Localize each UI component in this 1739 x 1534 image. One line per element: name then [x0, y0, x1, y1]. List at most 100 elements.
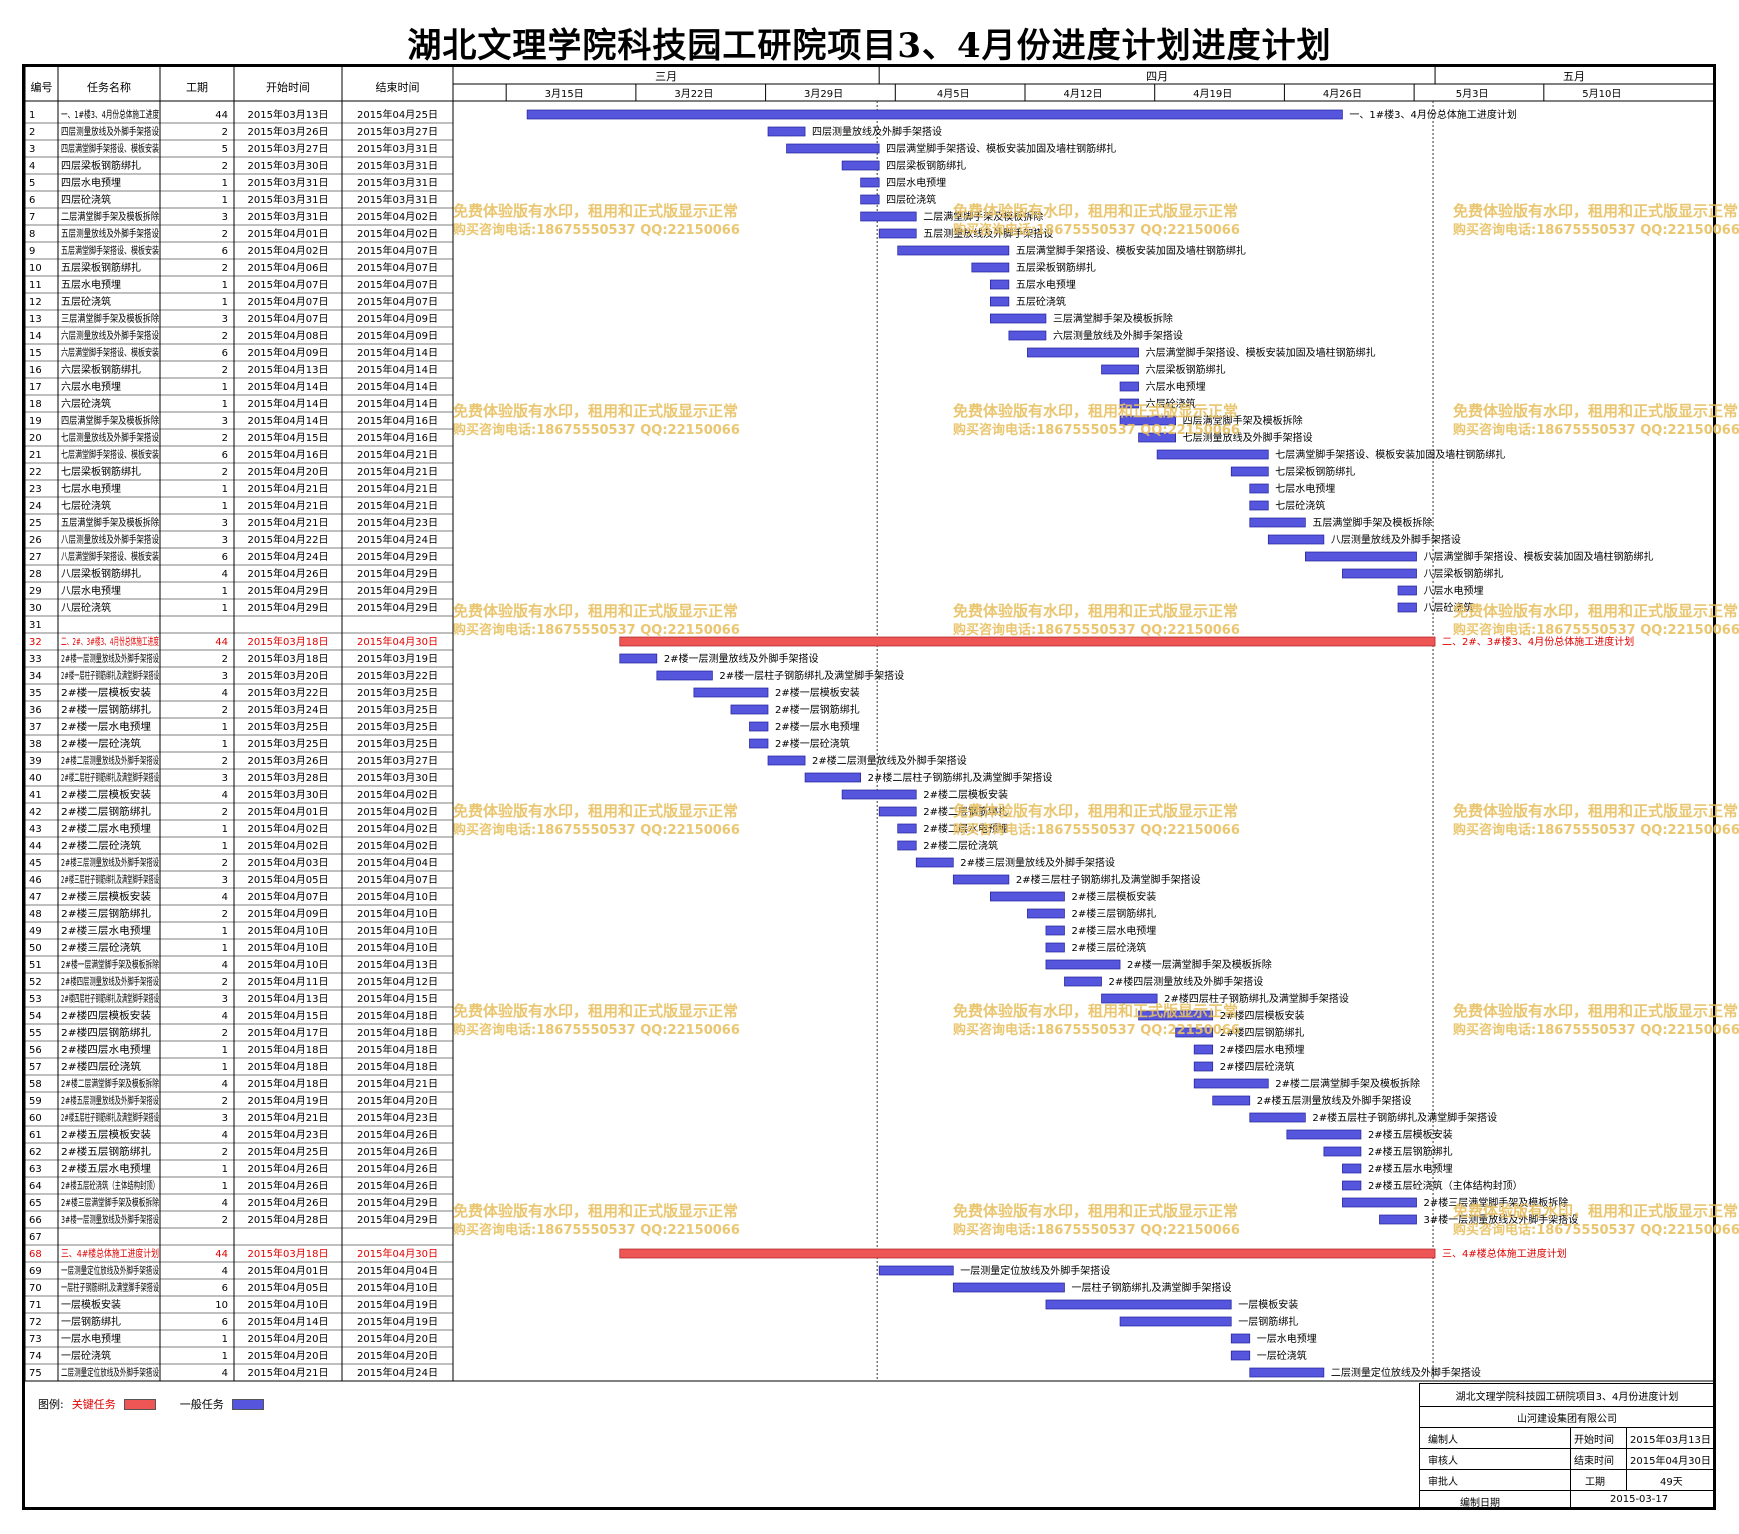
task-bar-label: 四层满堂脚手架搭设、模板安装加固及墙柱钢筋绑扎: [886, 142, 1116, 155]
watermark-line2: 购买咨询电话:18675550537 QQ:22150066: [1453, 222, 1739, 238]
task-start: 2015年04月01日: [248, 805, 329, 818]
month-label: 四月: [1146, 70, 1168, 83]
task-duration: 1: [222, 195, 228, 206]
task-id: 13: [29, 314, 42, 325]
task-bar: [878, 806, 917, 817]
watermark-line2: 购买咨询电话:18675550537 QQ:22150066: [453, 1222, 740, 1238]
week-label: 4月12日: [1063, 88, 1102, 100]
watermark-line1: 免费体验版有水印，租用和正式版显示正常: [953, 402, 1238, 420]
week-label: 3月29日: [804, 88, 843, 100]
task-id: 29: [29, 586, 42, 597]
task-id: 40: [29, 773, 42, 784]
legend-label: 图例:: [38, 1398, 64, 1411]
task-name: 一层测量定位放线及外脚手架搭设: [61, 1264, 159, 1277]
task-duration: 2: [222, 433, 228, 444]
task-name: 2#楼一层满堂脚手架及模板拆除: [61, 958, 159, 971]
task-bar: [1342, 1197, 1417, 1208]
task-start: 2015年04月17日: [248, 1026, 329, 1039]
task-name: 八层满堂脚手架搭设、模板安装: [61, 550, 159, 563]
task-bar: [878, 228, 917, 239]
watermark-line2: 购买咨询电话:18675550537 QQ:22150066: [953, 422, 1240, 438]
task-bar: [1249, 1367, 1325, 1378]
task-bar: [1397, 585, 1417, 596]
task-bar-label: 一层测量定位放线及外脚手架搭设: [960, 1264, 1110, 1277]
task-id: 4: [29, 161, 35, 172]
task-id: 32: [29, 637, 42, 648]
task-name: 八层测量放线及外脚手架搭设: [61, 533, 159, 546]
task-name: 2#楼三层测量放线及外脚手架搭设: [61, 856, 159, 869]
task-start: 2015年04月10日: [248, 941, 329, 954]
watermark-line2: 购买咨询电话:18675550537 QQ:22150066: [453, 422, 740, 438]
duration-value: 49天: [1660, 1477, 1683, 1488]
task-name: 2#楼二层模板安装: [61, 788, 151, 801]
task-name: 六层梁板钢筋绑扎: [61, 363, 141, 376]
task-end: 2015年04月14日: [357, 363, 438, 376]
watermark-line1: 免费体验版有水印，租用和正式版显示正常: [453, 402, 738, 420]
task-name: 2#楼三层钢筋绑扎: [61, 907, 151, 920]
task-end: 2015年03月27日: [357, 754, 438, 767]
task-start: 2015年04月25日: [248, 1145, 329, 1158]
watermark-line1: 免费体验版有水印，租用和正式版显示正常: [453, 1002, 738, 1020]
task-name: 2#楼一层水电预埋: [61, 720, 151, 733]
task-id: 50: [29, 943, 42, 954]
task-start: 2015年03月25日: [248, 720, 329, 733]
task-end: 2015年04月25日: [357, 108, 438, 121]
task-name: 二层满堂脚手架及模板拆除: [61, 210, 159, 223]
task-bar: [1249, 1112, 1306, 1123]
task-duration: 3: [222, 518, 228, 529]
task-duration: 44: [215, 110, 228, 121]
task-duration: 3: [222, 671, 228, 682]
task-id: 22: [29, 467, 42, 478]
task-bar: [1249, 517, 1306, 528]
task-end: 2015年04月21日: [357, 1077, 438, 1090]
task-end: 2015年04月30日: [357, 635, 438, 648]
task-duration: 2: [222, 467, 228, 478]
task-end: 2015年04月21日: [357, 448, 438, 461]
task-name: 四层梁板钢筋绑扎: [61, 159, 141, 172]
task-start: 2015年04月09日: [248, 907, 329, 920]
task-end: 2015年04月29日: [357, 601, 438, 614]
chart-frame: [22, 64, 1716, 1510]
task-bar: [897, 840, 917, 851]
task-end: 2015年04月19日: [357, 1315, 438, 1328]
task-start: 2015年04月06日: [248, 261, 329, 274]
watermark-line2: 购买咨询电话:18675550537 QQ:22150066: [1453, 622, 1739, 638]
task-name: 2#楼二层水电预埋: [61, 822, 151, 835]
task-end: 2015年04月26日: [357, 1128, 438, 1141]
duration-label: 工期: [1585, 1477, 1605, 1488]
task-start: 2015年04月28日: [248, 1213, 329, 1226]
task-id: 31: [29, 620, 42, 631]
task-end: 2015年04月15日: [357, 992, 438, 1005]
task-start: 2015年04月14日: [248, 414, 329, 427]
task-bar-label: 2#楼三层满堂脚手架及模板拆除: [1424, 1196, 1569, 1209]
task-name: 五层满堂脚手架及模板拆除: [61, 516, 159, 529]
page-title: 湖北文理学院科技园工研院项目3、4月份进度计划进度计划: [407, 26, 1332, 66]
task-id: 52: [29, 977, 42, 988]
task-duration: 1: [222, 943, 228, 954]
task-id: 36: [29, 705, 42, 716]
task-duration: 4: [222, 1011, 228, 1022]
task-bar: [1101, 364, 1139, 375]
task-duration: 2: [222, 263, 228, 274]
task-id: 35: [29, 688, 42, 699]
task-duration: 5: [222, 144, 228, 155]
task-name: 四层满堂脚手架及模板拆除: [61, 414, 159, 427]
task-end: 2015年04月02日: [357, 210, 438, 223]
task-bar: [915, 857, 954, 868]
task-bar-label: 2#楼一层钢筋绑扎: [775, 703, 860, 716]
task-bar-label: 六层梁板钢筋绑扎: [1146, 363, 1226, 376]
task-start: 2015年04月21日: [248, 499, 329, 512]
date-label: 编制日期: [1460, 1498, 1500, 1509]
task-bar-label: 2#楼四层测量放线及外脚手架搭设: [1109, 975, 1264, 988]
task-end: 2015年03月25日: [357, 720, 438, 733]
task-start: 2015年03月18日: [248, 635, 329, 648]
task-duration: 4: [222, 1198, 228, 1209]
watermark-line2: 购买咨询电话:18675550537 QQ:22150066: [953, 622, 1240, 638]
task-name: 2#楼五层测量放线及外脚手架搭设: [61, 1094, 159, 1107]
task-bar-label: 二层测量定位放线及外脚手架搭设: [1331, 1366, 1481, 1379]
task-bar: [693, 687, 769, 698]
task-start: 2015年04月19日: [248, 1094, 329, 1107]
task-bar-label: 五层砼浇筑: [1016, 295, 1066, 308]
task-id: 21: [29, 450, 42, 461]
date-value: 2015-03-17: [1610, 1494, 1669, 1505]
